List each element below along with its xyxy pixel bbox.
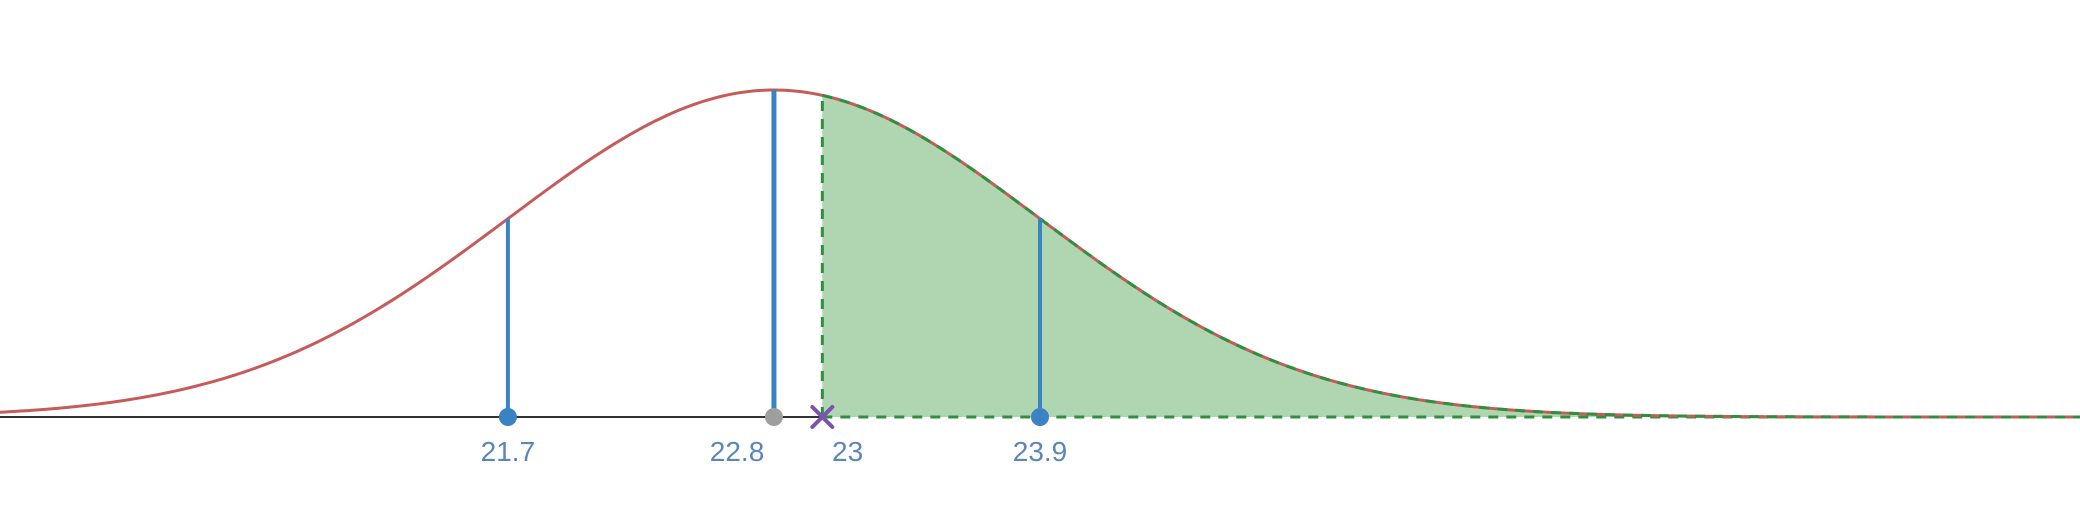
- axis-label-1: 22.8: [710, 436, 765, 467]
- vertical-marker-0: [499, 408, 517, 426]
- vertical-marker-1: [765, 408, 783, 426]
- vertical-marker-2: [1031, 408, 1049, 426]
- axis-label-0: 21.7: [481, 436, 536, 467]
- axis-label-3: 23.9: [1013, 436, 1068, 467]
- shaded-region: [822, 95, 2080, 417]
- chart-svg: 21.7 22.8 23 23.9: [0, 0, 2080, 506]
- axis-label-2: 23: [832, 436, 863, 467]
- distribution-chart: 21.7 22.8 23 23.9: [0, 0, 2080, 506]
